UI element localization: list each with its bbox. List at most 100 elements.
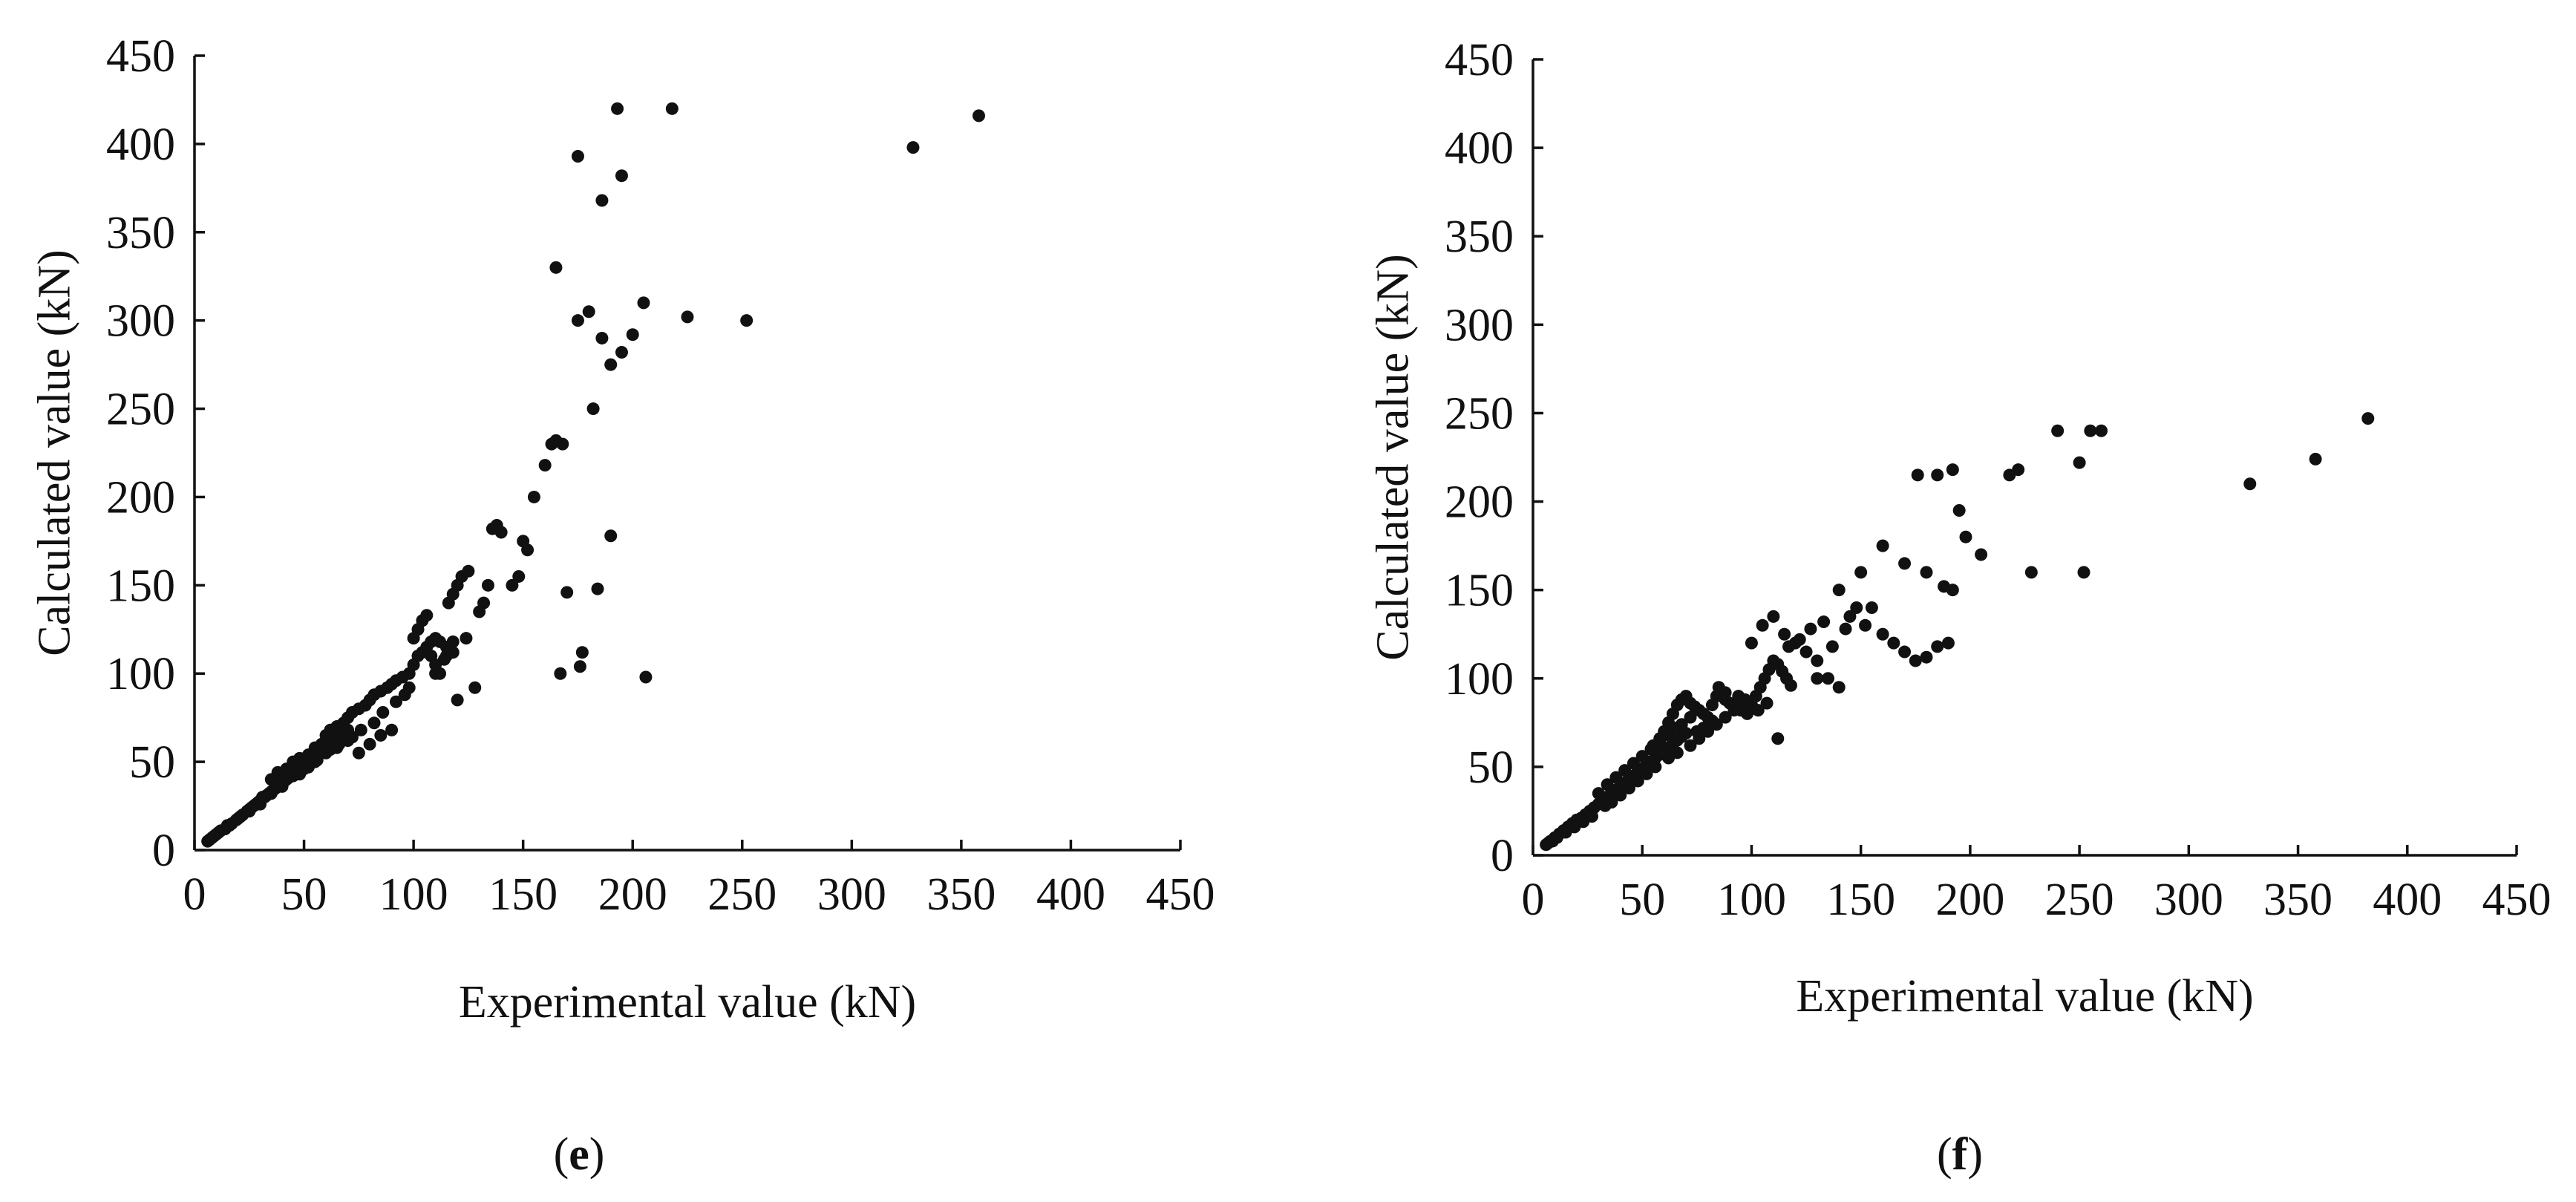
data-point: [468, 681, 482, 694]
x-tick-label: 300: [2154, 875, 2223, 925]
data-point: [2024, 566, 2038, 579]
data-point: [1839, 622, 1852, 636]
data-point: [556, 437, 569, 451]
data-point: [1931, 640, 1944, 653]
y-tick-label: 50: [129, 737, 175, 788]
y-tick-label: 450: [106, 31, 175, 82]
x-tick-label: 0: [1522, 875, 1545, 925]
data-point: [451, 693, 464, 707]
data-point: [560, 586, 574, 599]
data-point: [1623, 781, 1636, 794]
data-point: [1941, 636, 1955, 650]
data-point: [437, 653, 451, 666]
data-point: [1799, 645, 1813, 659]
data-point: [2309, 452, 2322, 466]
y-tick-label: 200: [1445, 477, 1514, 528]
data-point: [1784, 679, 1797, 692]
data-point: [1825, 640, 1839, 653]
data-point: [1745, 636, 1758, 650]
data-point: [1739, 693, 1752, 706]
data-point: [1719, 711, 1732, 724]
data-point: [1832, 681, 1846, 694]
x-tick-label: 150: [488, 869, 558, 920]
y-tick-label: 0: [1491, 831, 1514, 881]
data-point: [1705, 699, 1719, 712]
data-point: [595, 331, 609, 344]
y-tick-label: 150: [1445, 566, 1514, 616]
data-point: [1817, 615, 1831, 629]
data-point: [1767, 610, 1780, 623]
x-tick-label: 150: [1826, 875, 1895, 925]
data-point: [1649, 760, 1662, 774]
data-point: [481, 578, 494, 592]
y-tick-label: 250: [106, 385, 175, 435]
data-point: [906, 141, 920, 154]
y-tick-label: 300: [106, 296, 175, 347]
data-point: [2361, 412, 2375, 425]
data-point: [390, 695, 403, 708]
x-tick-label: 350: [2263, 875, 2333, 925]
data-point: [604, 529, 618, 543]
data-point: [1811, 672, 1824, 685]
x-tick-label: 250: [707, 869, 777, 920]
data-point: [637, 296, 650, 310]
data-point: [363, 737, 376, 751]
data-point: [527, 490, 540, 503]
data-point: [1751, 704, 1765, 717]
data-point: [1909, 654, 1922, 667]
data-point: [1959, 530, 1972, 543]
panel-label: (e): [554, 1129, 605, 1180]
data-point: [374, 728, 388, 742]
data-point: [1640, 767, 1653, 780]
x-axis-title: Experimental value (kN): [1796, 971, 2253, 1022]
data-point: [2077, 566, 2090, 579]
data-point: [1859, 618, 1872, 632]
y-tick-label: 450: [1445, 35, 1514, 85]
data-point: [611, 102, 624, 115]
data-point: [385, 723, 399, 736]
data-point: [293, 768, 307, 781]
data-point: [1760, 696, 1774, 710]
data-point: [1804, 622, 1817, 636]
data-point: [429, 667, 442, 680]
y-axis-title: Calculated value (kN): [1368, 254, 1419, 660]
data-point: [1865, 601, 1878, 614]
data-point: [2012, 463, 2025, 477]
x-tick-label: 200: [1935, 875, 2004, 925]
data-point: [1756, 618, 1769, 632]
data-point: [254, 797, 267, 811]
x-tick-label: 450: [1146, 869, 1215, 920]
data-point: [275, 780, 289, 793]
data-point: [301, 760, 315, 774]
data-point: [972, 109, 985, 123]
data-point: [615, 169, 628, 183]
data-point: [1697, 721, 1710, 734]
data-point: [1609, 771, 1623, 784]
data-point: [402, 681, 416, 694]
y-tick-label: 300: [1445, 300, 1514, 350]
data-point: [521, 543, 535, 557]
data-point: [232, 811, 245, 825]
data-point: [310, 754, 324, 767]
x-tick-label: 200: [598, 869, 667, 920]
x-tick-label: 250: [2045, 875, 2114, 925]
data-point: [494, 526, 508, 539]
y-tick-label: 150: [106, 561, 175, 611]
x-tick-label: 350: [926, 869, 996, 920]
data-point: [1601, 778, 1614, 791]
data-point: [665, 102, 679, 115]
data-point: [1975, 548, 1988, 561]
data-point: [477, 596, 491, 610]
panel-label-letter: f: [1952, 1129, 1969, 1180]
data-point: [573, 660, 586, 673]
data-point: [376, 706, 390, 719]
data-point: [1811, 654, 1824, 667]
data-point: [582, 305, 595, 319]
x-axis-title: Experimental value (kN): [459, 977, 916, 1028]
data-point: [1854, 566, 1868, 579]
y-axis-title: Calculated value (kN): [30, 249, 80, 656]
data-point: [1684, 711, 1697, 724]
data-point: [367, 716, 381, 730]
x-tick-label: 100: [1717, 875, 1786, 925]
data-point: [460, 632, 473, 645]
